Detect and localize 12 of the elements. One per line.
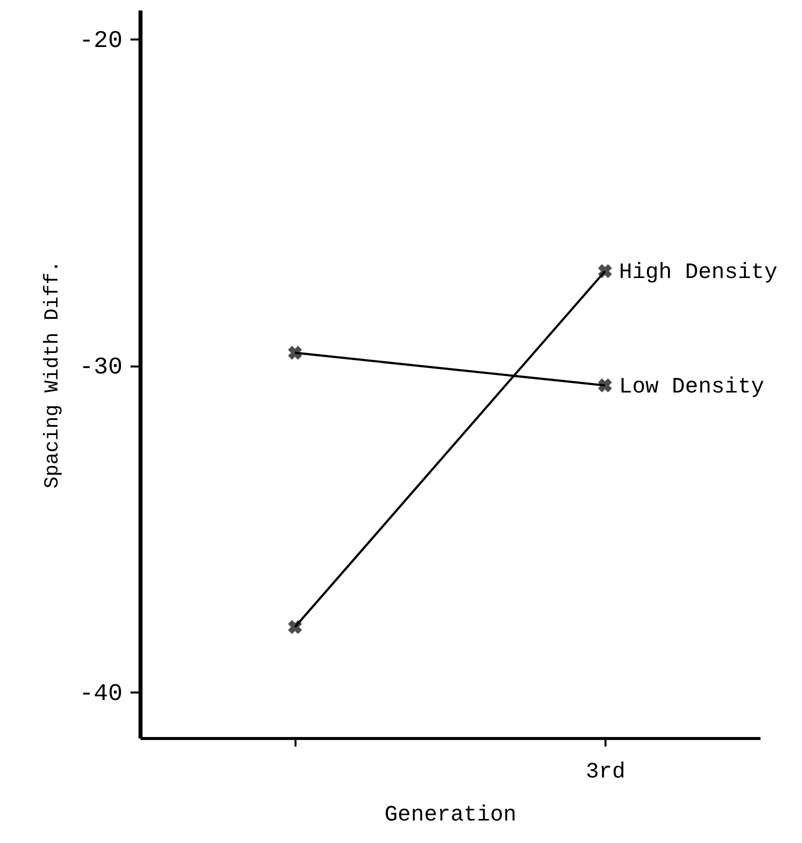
point <box>288 346 302 360</box>
point <box>598 264 612 278</box>
series-label: High Density <box>619 260 778 286</box>
y-tick-label: -20 <box>79 28 122 55</box>
x-axis-title: Generation <box>384 802 517 828</box>
point <box>598 378 612 392</box>
y-tick-label: -40 <box>79 680 122 708</box>
y-axis-title: Spacing Width Diff. <box>41 260 64 489</box>
x-tick-label: 3rd <box>586 760 626 784</box>
point <box>288 620 302 634</box>
series-label: Low Density <box>619 374 764 400</box>
y-tick-label: -30 <box>79 354 122 382</box>
